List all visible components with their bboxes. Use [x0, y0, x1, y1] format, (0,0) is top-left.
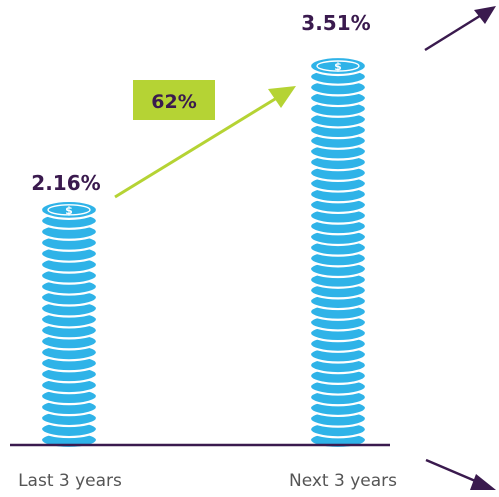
coin-rim — [316, 60, 360, 72]
coin-rim — [47, 204, 91, 216]
growth-badge-text: 62% — [151, 91, 196, 113]
growth-arrow-icon — [114, 86, 296, 199]
coin-stacks: $$ — [39, 55, 368, 450]
dollar-sign-icon: $ — [334, 60, 342, 73]
value-label-last-3-years: 2.16% — [31, 171, 100, 195]
up-right-arrow-icon — [424, 6, 496, 52]
value-label-next-3-years: 3.51% — [301, 11, 370, 35]
down-right-arrow-icon — [425, 458, 496, 490]
coin-top — [308, 55, 368, 77]
bar-next-3-years: $ — [308, 55, 368, 450]
growth-badge: 62% — [133, 80, 215, 120]
category-label-last-3-years: Last 3 years — [18, 471, 122, 491]
coin-top — [39, 199, 99, 220]
category-label-next-3-years: Next 3 years — [289, 471, 397, 491]
bar-last-3-years: $ — [39, 199, 99, 450]
dollar-sign-icon: $ — [65, 204, 73, 217]
